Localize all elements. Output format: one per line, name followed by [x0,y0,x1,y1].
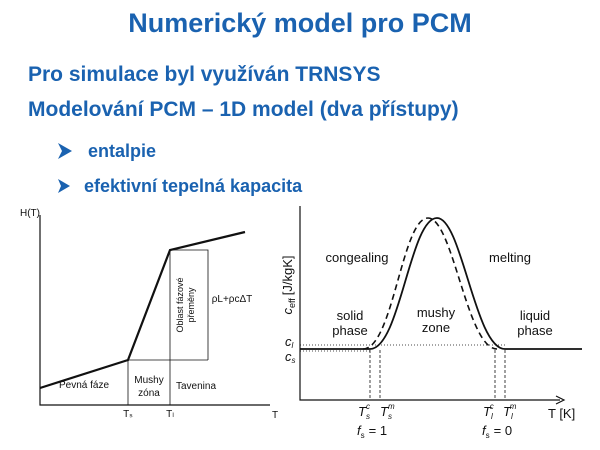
temp-label: Tlm [503,402,517,421]
left-diagram [39,215,270,406]
level-label: cs [285,349,296,365]
temp-label: Tlc [483,402,494,421]
phase-label: solid [337,308,364,323]
temp-label: Tsm [380,402,395,421]
region-label: Mushy [134,375,163,386]
sub-bullet: entalpie [88,141,157,161]
x-axis-label: T [K] [548,406,575,421]
fraction-label: fs = 1 [357,423,387,440]
temp-labels: Tsc Tsm Tlc Tlm [358,402,517,421]
band-label: Oblast fázové [175,277,185,332]
phase-label: liquid [520,308,550,323]
temp-label: Tsc [358,402,370,421]
phase-label: phase [332,323,367,338]
tick-label: Tₗ [166,409,174,420]
region-label: zóna [138,388,160,399]
enthalpy-label: ρL+ρcΔT [212,294,253,305]
y-axis-label: H(T) [20,208,40,219]
right-diagram [299,206,582,405]
tick-label: Tₛ [123,409,133,420]
phase-label: phase [517,323,552,338]
fraction-label: fs = 0 [482,423,512,440]
region-label: Pevná fáze [59,380,109,391]
curve-label: melting [489,250,531,265]
region-label: Tavenina [176,381,216,392]
slide-title: Numerický model pro PCM [128,8,472,38]
x-axis-label: T [272,410,278,421]
band-label: přeměny [186,287,196,323]
curve-label: congealing [326,250,389,265]
y-axis-label: ceff[J/kgK] [280,255,297,314]
bullet: Pro simulace byl využíván TRNSYS [28,63,381,86]
phase-label: mushy [417,305,456,320]
bullet-icons [58,143,72,193]
level-label: cl [285,334,294,350]
bullet: Modelování PCM – 1D model (dva přístupy) [28,98,459,121]
phase-label: zone [422,320,450,335]
sub-bullet: efektivní tepelná kapacita [84,176,303,196]
